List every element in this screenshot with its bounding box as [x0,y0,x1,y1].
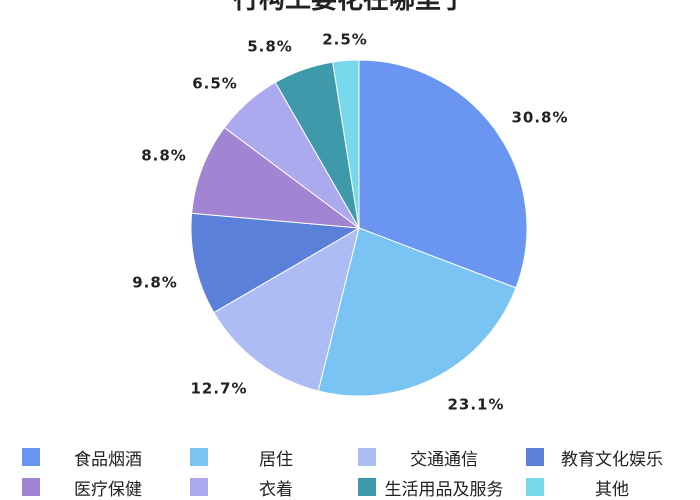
legend-swatch [22,478,40,496]
legend: 食品烟酒 居住 交通通信 教育文化娱乐医疗保健 衣着 生活用品及服务 其他 [22,442,692,500]
chart-title: 行构工要花在哪里了 [232,0,467,15]
pie-chart: 30.8% 23.1% 12.7% 9.8% 8.8% 6.5% 5.8% 2.5% [132,31,568,414]
legend-label: 医疗保健 [74,479,142,500]
slice-value-label: 6.5% [192,75,238,93]
legend-label: 食品烟酒 [74,449,142,470]
legend-item: 生活用品及服务 [358,472,526,500]
pie-slice-4 [190,212,361,314]
legend-item: 其他 [526,472,694,500]
pie-slice-5 [191,126,361,229]
legend-item: 交通通信 [358,442,526,472]
legend-swatch [358,448,376,466]
slice-value-label: 9.8% [132,274,178,292]
legend-label: 教育文化娱乐 [561,449,663,470]
pie-slice-2 [317,227,517,397]
slice-value-label: 8.8% [141,147,187,165]
legend-item: 食品烟酒 [22,442,190,472]
slice-value-label: 2.5% [322,31,368,49]
slice-value-label: 12.7% [190,380,247,398]
pie-slice-8 [332,59,360,229]
legend-swatch [190,478,208,496]
legend-label: 其他 [595,479,629,500]
legend-item: 衣着 [190,472,358,500]
legend-label: 生活用品及服务 [384,479,504,500]
legend-label: 衣着 [259,479,293,500]
slice-value-label: 5.8% [247,38,293,56]
pie-slice-3 [213,226,360,392]
legend-item: 居住 [190,442,358,472]
legend-label: 交通通信 [410,449,478,470]
legend-swatch [190,448,208,466]
legend-item: 医疗保健 [22,472,190,500]
pie-slice-1 [358,59,528,289]
legend-label: 居住 [259,449,293,470]
slice-value-label: 23.1% [447,396,504,414]
legend-swatch [526,448,544,466]
legend-swatch [358,478,376,496]
slice-value-label: 30.8% [511,109,568,127]
legend-item: 教育文化娱乐 [526,442,694,472]
legend-swatch [22,448,40,466]
legend-swatch [526,478,544,496]
